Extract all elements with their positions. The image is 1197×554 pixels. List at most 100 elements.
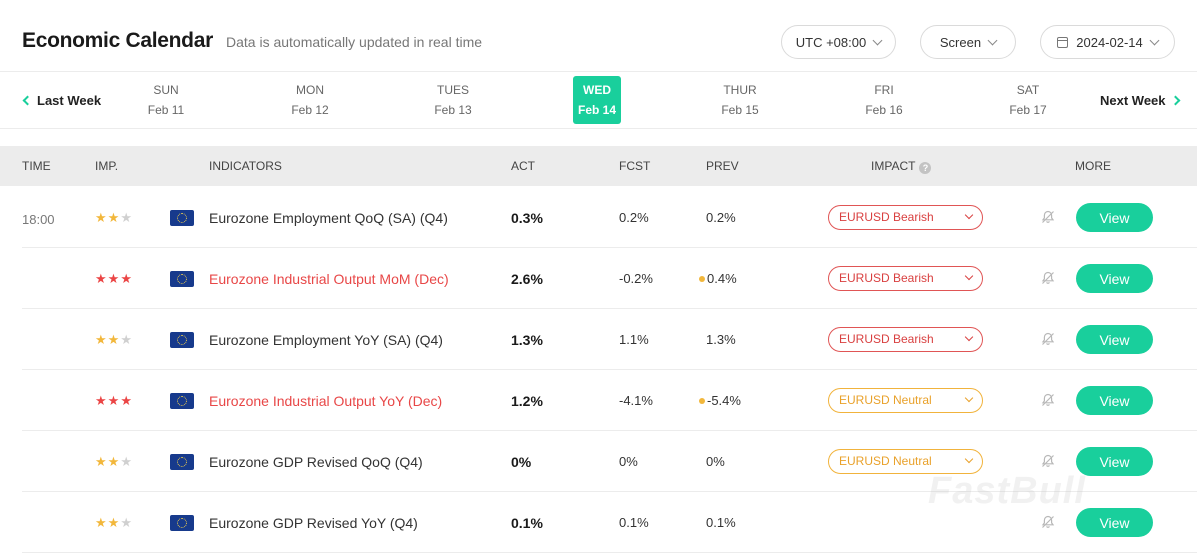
day-name: SUN <box>153 83 179 97</box>
impact-label: EURUSD Bearish <box>839 271 934 285</box>
impact-select[interactable]: EURUSD Bearish <box>828 205 983 230</box>
calendar-icon <box>1057 36 1069 48</box>
table-row: ★★★ Eurozone Industrial Output YoY (Dec) 1… <box>0 370 1197 431</box>
impact-select[interactable]: EURUSD Neutral <box>828 449 983 474</box>
star-icon: ★ <box>120 332 133 347</box>
row-divider <box>22 247 1197 248</box>
next-week-button[interactable]: Next Week <box>1100 93 1180 108</box>
day-tab-sun[interactable]: SUN Feb 11 <box>142 76 190 124</box>
bell-off-icon[interactable] <box>1040 331 1056 347</box>
table-row: 18:00 ★★★ Eurozone Employment QoQ (SA) (Q4… <box>0 187 1197 248</box>
day-date: Feb 13 <box>434 103 472 117</box>
bell-off-icon[interactable] <box>1040 514 1056 530</box>
impact-select[interactable]: EURUSD Bearish <box>828 266 983 291</box>
chevron-down-icon <box>964 210 974 220</box>
header-impact-label: IMPACT <box>871 159 916 173</box>
previous-value-text: 0.1% <box>706 515 736 530</box>
eu-flag-icon <box>170 210 194 226</box>
eu-flag-icon <box>170 332 194 348</box>
indicator-name[interactable]: Eurozone GDP Revised QoQ (Q4) <box>209 454 423 470</box>
day-tab-fri[interactable]: FRI Feb 16 <box>860 76 908 124</box>
table-header: TIME IMP. INDICATORS ACT FCST PREV IMPAC… <box>0 146 1197 186</box>
eu-flag-icon <box>170 393 194 409</box>
view-button[interactable]: View <box>1076 508 1153 537</box>
question-icon[interactable]: ? <box>919 162 932 174</box>
timezone-select[interactable]: UTC +08:00 <box>781 25 896 59</box>
page-subtitle: Data is automatically updated in real ti… <box>226 34 483 50</box>
day-tab-tues[interactable]: TUES Feb 13 <box>429 76 477 124</box>
star-icon: ★ <box>107 332 121 347</box>
bell-off-icon[interactable] <box>1040 209 1056 225</box>
table-row: ★★★ Eurozone GDP Revised QoQ (Q4) 0% 0% 0% EU… <box>0 431 1197 492</box>
eu-flag-icon <box>170 271 194 287</box>
star-icon: ★ <box>120 454 133 469</box>
impact-select[interactable]: EURUSD Neutral <box>828 388 983 413</box>
previous-value: -5.4% <box>699 393 741 408</box>
indicator-name[interactable]: Eurozone Industrial Output YoY (Dec) <box>209 393 443 409</box>
impact-select[interactable]: EURUSD Bearish <box>828 327 983 352</box>
view-button[interactable]: View <box>1076 264 1153 293</box>
view-button[interactable]: View <box>1076 203 1153 232</box>
last-week-label: Last Week <box>37 93 102 108</box>
last-week-button[interactable]: Last Week <box>22 93 102 108</box>
chevron-down-icon <box>964 393 974 403</box>
star-icon: ★ <box>95 393 108 408</box>
revised-dot-icon <box>699 276 705 282</box>
row-divider <box>22 491 1197 492</box>
star-icon: ★ <box>120 271 133 286</box>
previous-value-text: 0.4% <box>707 271 737 286</box>
chevron-down-icon <box>1149 35 1160 45</box>
impact-label: EURUSD Neutral <box>839 454 932 468</box>
importance-stars: ★★★ <box>95 332 133 348</box>
impact-label: EURUSD Neutral <box>839 393 932 407</box>
bell-off-icon[interactable] <box>1040 270 1056 286</box>
chevron-right-icon <box>1170 95 1180 106</box>
chevron-left-icon <box>22 95 33 106</box>
date-value: 2024-02-14 <box>1076 34 1143 50</box>
header-actual: ACT <box>511 159 535 173</box>
previous-value-text: 0.2% <box>706 210 736 225</box>
star-icon: ★ <box>107 515 121 530</box>
day-tab-wed[interactable]: WED Feb 14 <box>573 76 621 124</box>
view-button[interactable]: View <box>1076 325 1153 354</box>
day-tab-sat[interactable]: SAT Feb 17 <box>1004 76 1052 124</box>
date-picker[interactable]: 2024-02-14 <box>1040 25 1175 59</box>
indicator-name[interactable]: Eurozone Industrial Output MoM (Dec) <box>209 271 449 287</box>
star-icon: ★ <box>107 454 121 469</box>
event-time: 18:00 <box>22 212 55 227</box>
importance-stars: ★★★ <box>95 454 133 470</box>
previous-value: 0.4% <box>699 271 737 286</box>
week-navigation: Last Week SUN Feb 11 MON Feb 12 TUES Feb… <box>0 72 1197 129</box>
screen-select[interactable]: Screen <box>920 25 1016 59</box>
day-tab-thur[interactable]: THUR Feb 15 <box>716 76 764 124</box>
day-date: Feb 12 <box>291 103 329 117</box>
chevron-down-icon <box>964 454 974 464</box>
timezone-value: UTC +08:00 <box>795 34 867 50</box>
day-date: Feb 16 <box>865 103 903 117</box>
impact-label: EURUSD Bearish <box>839 332 934 346</box>
star-icon: ★ <box>107 210 121 225</box>
row-divider <box>22 430 1197 431</box>
star-icon: ★ <box>120 210 133 225</box>
indicator-name[interactable]: Eurozone GDP Revised YoY (Q4) <box>209 515 418 531</box>
eu-flag-icon <box>170 454 194 470</box>
header-impact: IMPACT? <box>871 159 932 174</box>
header-previous: PREV <box>706 159 739 173</box>
actual-value: 1.3% <box>511 332 543 348</box>
header-indicators: INDICATORS <box>209 159 282 173</box>
day-tab-mon[interactable]: MON Feb 12 <box>286 76 334 124</box>
indicator-name[interactable]: Eurozone Employment YoY (SA) (Q4) <box>209 332 443 348</box>
view-button[interactable]: View <box>1076 386 1153 415</box>
indicator-name[interactable]: Eurozone Employment QoQ (SA) (Q4) <box>209 210 448 226</box>
bell-off-icon[interactable] <box>1040 392 1056 408</box>
actual-value: 0.3% <box>511 210 543 226</box>
forecast-value: 0.2% <box>619 210 649 225</box>
bell-off-icon[interactable] <box>1040 453 1056 469</box>
view-button[interactable]: View <box>1076 447 1153 476</box>
day-date: Feb 17 <box>1009 103 1047 117</box>
previous-value: 0% <box>706 454 725 469</box>
star-icon: ★ <box>120 515 133 530</box>
previous-value: 1.3% <box>706 332 736 347</box>
impact-label: EURUSD Bearish <box>839 210 934 224</box>
day-name: MON <box>296 83 324 97</box>
